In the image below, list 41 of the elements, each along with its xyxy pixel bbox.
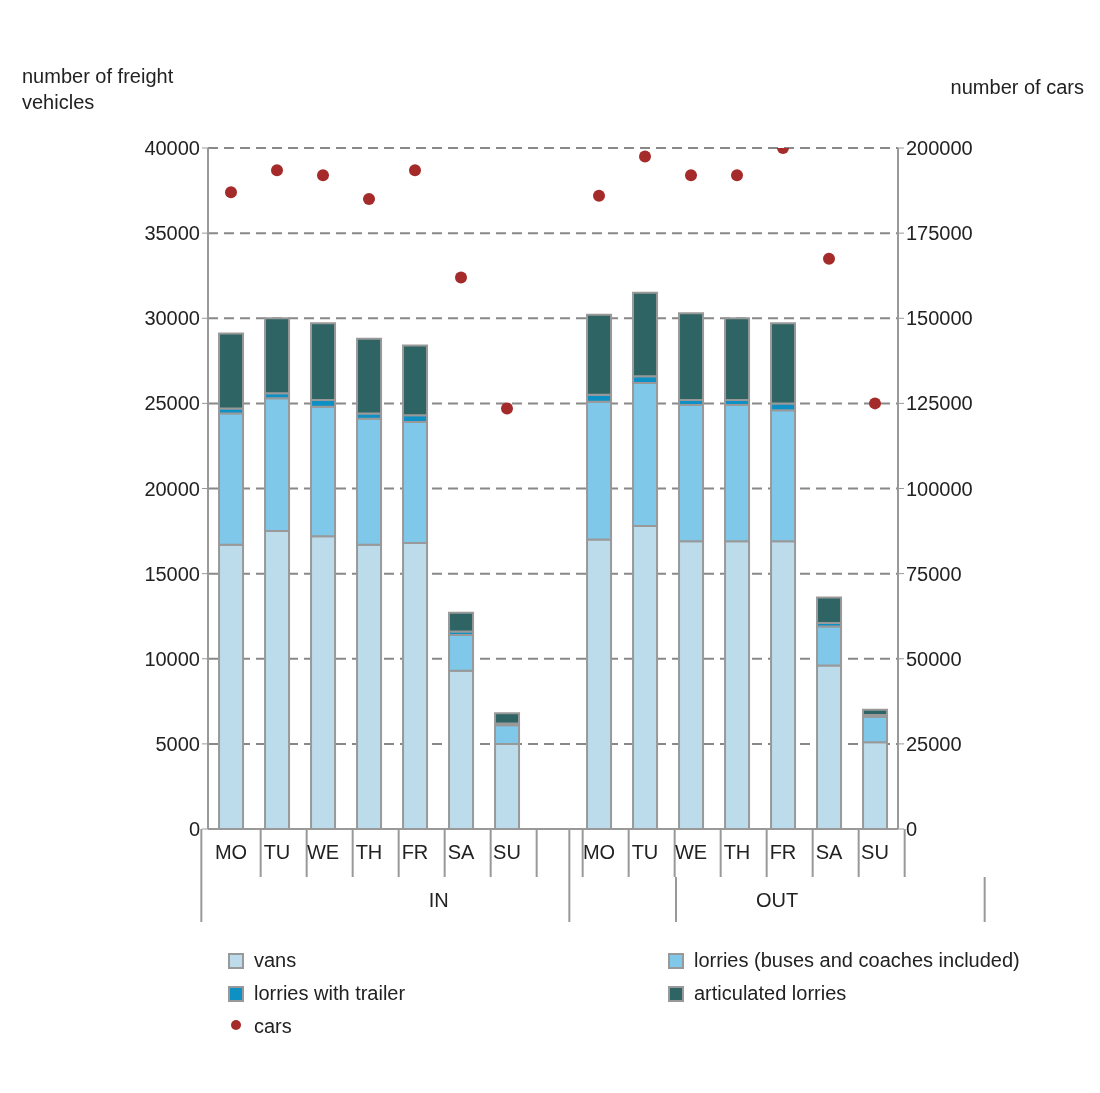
text: OUT	[755, 889, 799, 911]
y-tick-label: 40000	[144, 137, 200, 160]
x-tick-label: FR	[769, 841, 797, 863]
y2-tick-label: 175000	[906, 222, 973, 245]
y-tick-label: 35000	[144, 222, 200, 245]
y-tick-label: 10000	[144, 647, 200, 670]
x-tick-label: TH	[355, 841, 383, 863]
y-tick-label: 30000	[144, 307, 200, 330]
y2-tick-label: 50000	[906, 647, 962, 670]
x-tick-label: SA	[815, 841, 843, 863]
y-tick-label: 5000	[155, 732, 200, 755]
text: IN	[428, 889, 449, 911]
y-tick-label: 25000	[144, 392, 200, 415]
y2-tick-label: 75000	[906, 562, 962, 585]
y-tick-label: 20000	[144, 477, 200, 500]
x-tick-label: MO	[214, 841, 248, 863]
x-tick-label: WE	[306, 841, 340, 863]
legend-label: lorries with trailer	[254, 982, 406, 1005]
y2-tick-label: 125000	[906, 392, 973, 415]
y-axis-title: number of freight vehicles	[22, 64, 175, 115]
x-tick-label: WE	[674, 841, 708, 863]
legend-label: cars	[254, 1015, 292, 1038]
x-tick-label: TH	[723, 841, 751, 863]
y2-tick-label: 150000	[906, 307, 973, 330]
x-tick-label: FR	[401, 841, 429, 863]
x-tick-label: MO	[582, 841, 616, 863]
legend-label: vans	[254, 949, 297, 972]
y-tick-label: 15000	[144, 562, 200, 585]
y2-tick-label: 0	[906, 818, 918, 841]
y2-axis-title: number of cars	[950, 76, 1084, 99]
y2-tick-label: 25000	[906, 732, 962, 755]
x-tick-label: SU	[861, 841, 889, 863]
x-tick-label: SA	[447, 841, 475, 863]
x-tick-label: TU	[631, 841, 659, 863]
legend-label: articulated lorries	[694, 982, 847, 1005]
x-tick-label: TU	[263, 841, 291, 863]
y-tick-label: 0	[188, 818, 200, 841]
y2-tick-label: 100000	[906, 477, 973, 500]
x-tick-label: SU	[493, 841, 521, 863]
legend-label: lorries (buses and coaches included)	[694, 949, 1020, 972]
y2-tick-label: 200000	[906, 137, 973, 160]
